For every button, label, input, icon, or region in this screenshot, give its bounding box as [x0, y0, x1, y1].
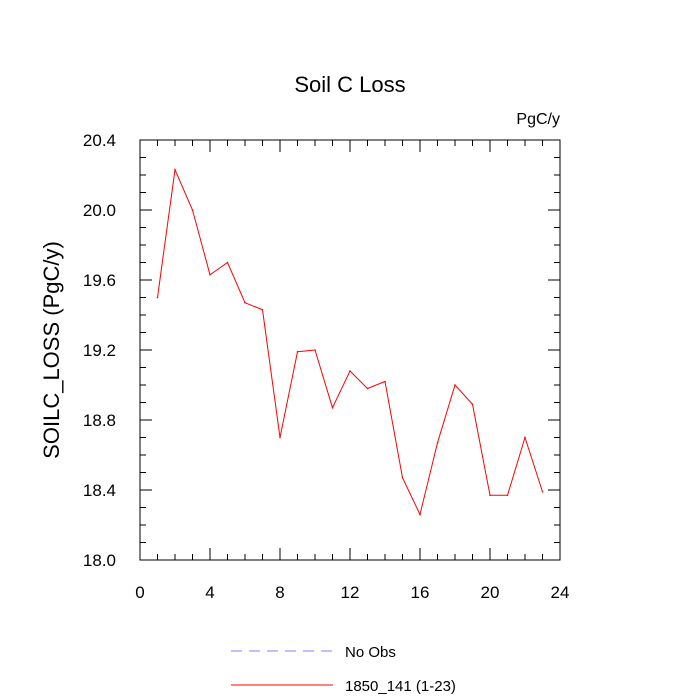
x-tick-label: 16 [411, 583, 430, 602]
x-tick-label: 4 [205, 583, 214, 602]
y-tick-label: 20.4 [83, 131, 116, 150]
chart-title: Soil C Loss [294, 72, 405, 97]
x-tick-label: 8 [275, 583, 284, 602]
x-tick-label: 24 [551, 583, 570, 602]
data-point [314, 349, 316, 351]
data-point [454, 384, 456, 386]
data-point [366, 387, 369, 390]
legend: No Obs 1850_141 (1-23) [231, 644, 456, 695]
data-point [436, 441, 439, 444]
legend-label: No Obs [345, 644, 396, 661]
data-point [174, 168, 176, 171]
y-tick-label: 20.0 [83, 201, 116, 220]
series-line [157, 167, 543, 516]
data-point [296, 350, 299, 353]
data-point [506, 494, 509, 497]
data-point [156, 296, 159, 299]
data-point [401, 476, 404, 479]
x-tick-label: 0 [135, 583, 144, 602]
plot-area [156, 167, 544, 516]
data-point [261, 308, 264, 311]
data-point [419, 513, 421, 516]
data-point [244, 301, 246, 304]
plot-frame [139, 139, 561, 561]
axis-ticks: 0 4 8 12 16 20 24 18.0 18.4 18.8 19.2 19.6 20.0 20.4 [83, 131, 570, 602]
x-tick-label: 12 [341, 583, 360, 602]
data-point [226, 261, 229, 264]
data-point [191, 209, 194, 211]
x-tick-label: 20 [481, 583, 500, 602]
y-tick-label: 19.6 [83, 271, 116, 290]
data-point [209, 273, 211, 276]
data-point [384, 380, 386, 383]
data-point [349, 370, 351, 372]
data-point [331, 406, 334, 409]
data-point [489, 494, 491, 497]
units-label: PgC/y [516, 111, 560, 128]
data-point [279, 436, 281, 439]
y-tick-label: 18.8 [83, 411, 116, 430]
data-point [541, 490, 544, 493]
y-tick-label: 19.2 [83, 341, 116, 360]
data-point [524, 436, 526, 439]
y-axis-label: SOILC_LOSS (PgC/y) [39, 241, 64, 459]
y-tick-label: 18.0 [83, 551, 116, 570]
y-tick-label: 18.4 [83, 481, 116, 500]
legend-label: 1850_141 (1-23) [345, 678, 456, 695]
data-point [471, 403, 474, 406]
